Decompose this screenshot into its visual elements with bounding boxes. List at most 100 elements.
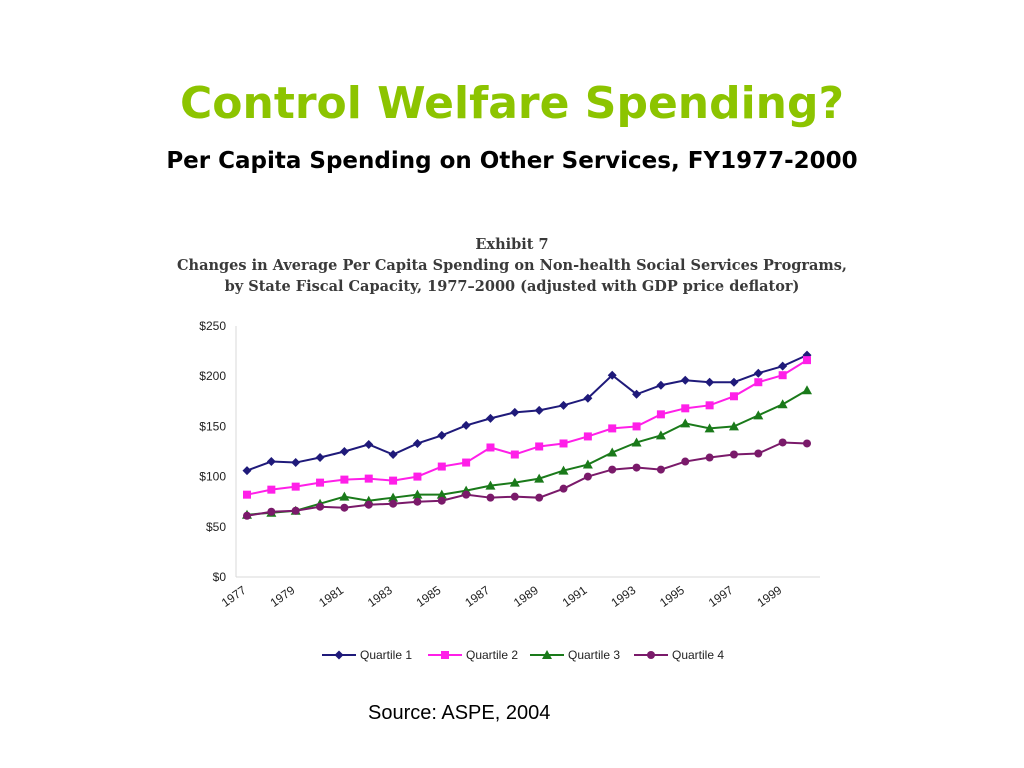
x-tick-label: 1997	[706, 583, 736, 610]
data-point-quartile-1	[437, 430, 447, 440]
data-point-quartile-3	[509, 477, 520, 487]
data-point-quartile-2	[267, 485, 276, 494]
data-point-quartile-2	[608, 424, 617, 433]
data-point-quartile-3	[802, 385, 812, 395]
data-point-quartile-2	[535, 442, 544, 451]
data-point-quartile-3	[777, 399, 788, 409]
data-point-quartile-1	[510, 407, 520, 417]
data-point-quartile-2	[291, 482, 300, 491]
chart-title-line-3: by State Fiscal Capacity, 1977–2000 (adj…	[224, 278, 800, 295]
data-point-quartile-1	[534, 405, 544, 415]
series-line-quartile-3	[246, 389, 808, 516]
data-point-quartile-1	[388, 450, 398, 460]
legend-marker	[647, 651, 655, 659]
data-point-quartile-1	[485, 413, 495, 423]
x-tick-label: 1995	[657, 583, 687, 610]
data-point-quartile-2	[486, 443, 495, 452]
data-point-quartile-4	[729, 450, 738, 459]
chart-title: Exhibit 7 Changes in Average Per Capita …	[150, 234, 874, 297]
legend-label: Quartile 3	[568, 648, 620, 662]
legend-label: Quartile 2	[466, 648, 518, 662]
slide-subtitle: Per Capita Spending on Other Services, F…	[166, 148, 858, 174]
data-point-quartile-2	[681, 404, 690, 413]
data-point-quartile-3	[388, 492, 399, 502]
data-point-quartile-2	[510, 450, 519, 459]
data-point-quartile-4	[510, 492, 519, 501]
data-point-quartile-3	[412, 489, 423, 499]
data-point-quartile-3	[485, 480, 496, 490]
source-note: Source: ASPE, 2004	[368, 702, 551, 724]
data-point-quartile-1	[559, 400, 569, 410]
data-point-quartile-1	[583, 393, 593, 403]
x-tick-label: 1985	[414, 583, 444, 610]
series-line-quartile-4	[246, 441, 808, 517]
chart-title-line-1: Exhibit 7	[475, 236, 549, 253]
data-point-quartile-3	[680, 418, 691, 428]
legend-label: Quartile 4	[672, 648, 724, 662]
data-point-quartile-4	[316, 502, 325, 511]
data-point-quartile-1	[705, 377, 715, 387]
legend-marker	[441, 651, 449, 659]
data-point-quartile-1	[680, 375, 690, 385]
legend-label: Quartile 1	[360, 648, 412, 662]
data-point-quartile-4	[364, 500, 373, 509]
data-point-quartile-3	[655, 430, 666, 440]
y-tick-label: $0	[213, 570, 227, 584]
data-point-quartile-2	[316, 478, 325, 487]
data-point-quartile-1	[242, 466, 252, 476]
data-point-quartile-2	[583, 432, 592, 441]
data-point-quartile-2	[243, 490, 251, 499]
x-tick-label: 1989	[511, 583, 541, 610]
data-point-quartile-4	[291, 506, 300, 515]
data-point-quartile-4	[583, 472, 592, 481]
data-point-quartile-4	[803, 439, 811, 448]
data-point-quartile-4	[413, 497, 422, 506]
data-point-quartile-4	[243, 511, 251, 520]
data-point-quartile-4	[632, 463, 641, 472]
data-point-quartile-1	[315, 453, 325, 463]
legend-marker	[542, 650, 552, 659]
slide-title: Control Welfare Spending?	[179, 78, 845, 129]
x-tick-label: 1983	[365, 583, 395, 610]
x-tick-label: 1999	[754, 583, 784, 610]
data-point-quartile-3	[607, 447, 618, 457]
data-point-quartile-4	[559, 484, 568, 493]
data-point-quartile-2	[778, 371, 787, 380]
data-point-quartile-1	[461, 420, 471, 430]
data-point-quartile-2	[340, 475, 349, 484]
x-tick-label: 1987	[462, 583, 492, 610]
data-point-quartile-4	[681, 457, 690, 466]
data-point-quartile-1	[632, 389, 642, 399]
y-tick-label: $250	[199, 319, 226, 333]
data-point-quartile-4	[535, 493, 544, 502]
data-point-quartile-1	[753, 368, 763, 378]
y-tick-label: $200	[199, 369, 226, 383]
data-point-quartile-4	[340, 503, 349, 512]
data-point-quartile-4	[462, 490, 471, 499]
data-point-quartile-4	[389, 499, 398, 508]
data-point-quartile-4	[267, 507, 276, 516]
data-point-quartile-3	[558, 465, 569, 475]
data-point-quartile-1	[729, 377, 739, 387]
data-point-quartile-4	[754, 449, 763, 458]
data-point-quartile-1	[412, 438, 422, 448]
data-point-quartile-2	[364, 474, 373, 483]
y-tick-label: $150	[199, 419, 226, 433]
data-point-quartile-2	[656, 410, 665, 419]
data-point-quartile-2	[437, 462, 446, 471]
y-tick-label: $100	[199, 470, 226, 484]
data-point-quartile-3	[631, 437, 642, 447]
data-point-quartile-3	[534, 473, 545, 483]
data-point-quartile-2	[803, 356, 811, 365]
data-point-quartile-2	[705, 401, 714, 410]
data-point-quartile-1	[266, 457, 276, 467]
data-point-quartile-4	[608, 465, 617, 474]
x-tick-label: 1993	[608, 583, 638, 610]
data-point-quartile-2	[729, 392, 738, 401]
data-point-quartile-2	[413, 472, 422, 481]
x-tick-label: 1981	[316, 583, 346, 610]
x-tick-label: 1991	[560, 583, 590, 610]
chart-title-line-2: Changes in Average Per Capita Spending o…	[177, 257, 847, 274]
data-point-quartile-4	[656, 465, 665, 474]
